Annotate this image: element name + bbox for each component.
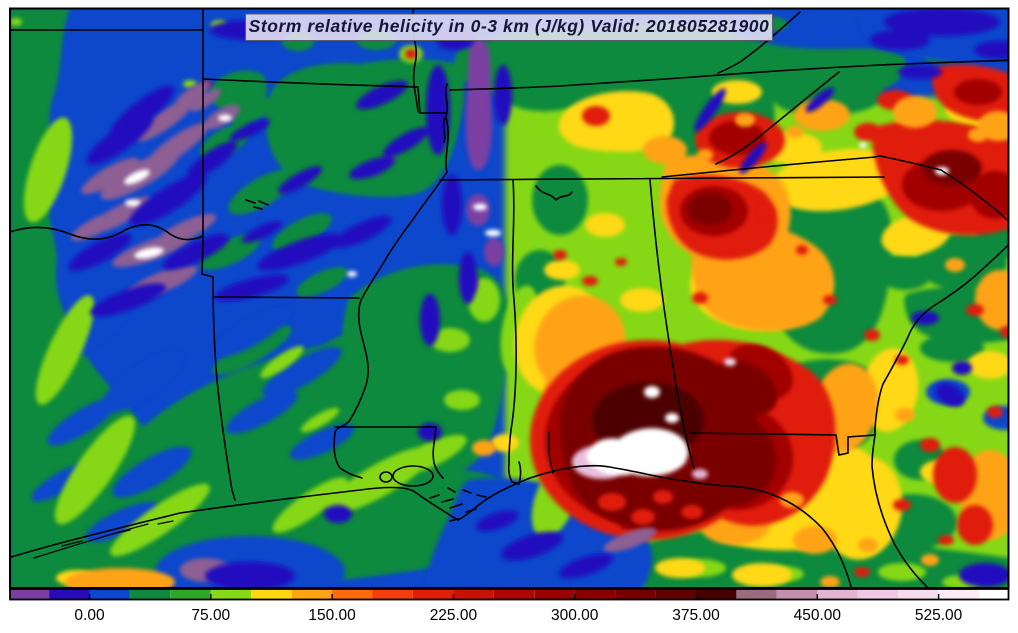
svg-text:Storm relative helicity in 0-3: Storm relative helicity in 0-3 km (J/kg)… [249, 16, 770, 36]
svg-text:150.00: 150.00 [308, 607, 356, 624]
svg-text:300.00: 300.00 [551, 607, 599, 624]
svg-text:75.00: 75.00 [191, 607, 230, 624]
svg-text:225.00: 225.00 [430, 607, 478, 624]
svg-text:375.00: 375.00 [672, 607, 720, 624]
svg-text:0.00: 0.00 [74, 607, 105, 624]
svg-text:525.00: 525.00 [915, 607, 963, 624]
svg-text:450.00: 450.00 [794, 607, 842, 624]
